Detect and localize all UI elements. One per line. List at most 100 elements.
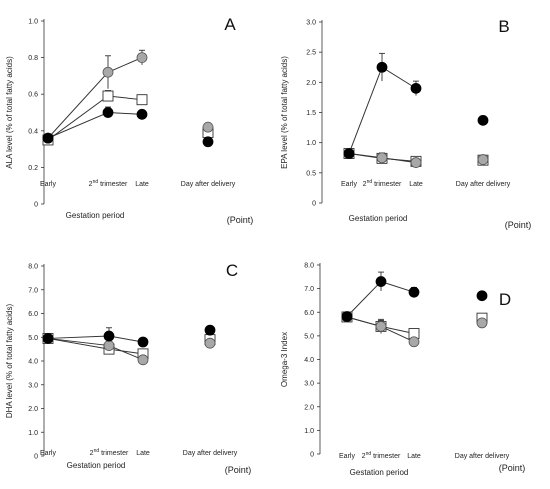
data-point-gray-circle [476, 317, 488, 329]
panel-letter: C [226, 261, 238, 280]
y-tick-label: 0.8 [28, 55, 38, 62]
y-tick-label: 3.0 [304, 381, 314, 388]
x-category-label: Late [135, 181, 149, 188]
x-category-label: Late [136, 450, 150, 457]
panel-c: 0 1.0 2.0 3.0 4.0 5.0 6.0 7.0 8.0 DHA level (% of… [5, 261, 251, 475]
data-point-gray-circle [410, 157, 422, 168]
data-point-white-square [102, 90, 114, 102]
data-point-gray-circle [408, 336, 420, 348]
y-tick-label: 1.0 [28, 19, 38, 26]
data-point-black-circle [408, 286, 420, 298]
x-category-label: 2nd trimester [90, 448, 129, 457]
x-category-label: Late [407, 453, 421, 460]
x-category-label: Day after delivery [181, 181, 236, 188]
x-unit-label: (Point) [225, 465, 252, 475]
data-point-black-circle [42, 333, 54, 344]
y-tick-label: 6.0 [304, 310, 314, 317]
x-category-label: Early [40, 450, 56, 457]
y-tick-label: 0.2 [28, 165, 38, 172]
data-point-gray-circle [137, 354, 149, 366]
x-category-label: Late [409, 181, 423, 188]
x-category-label: Day after delivery [456, 181, 511, 188]
data-point-black-circle [376, 61, 388, 73]
x-axis-label: Gestation period [350, 468, 409, 477]
data-point-gray-circle [376, 152, 388, 164]
series-line-gray-circle [47, 337, 144, 361]
series-line-black-circle [47, 111, 143, 139]
data-point-gray-circle [202, 121, 214, 133]
y-tick-label: 0 [312, 201, 316, 208]
series-line-black-circle [348, 66, 417, 154]
panel-d: 0 1.0 2.0 3.0 4.0 5.0 6.0 7.0 8.0 Omega-3 Index Ea… [280, 263, 525, 478]
y-tick-label: 2.0 [304, 404, 314, 411]
panel-b: 0 0.5 1.0 1.5 2.0 2.5 3.0 EPA level (% of total… [280, 17, 531, 230]
y-tick-label: 0.4 [28, 128, 38, 135]
y-tick-label: 0.6 [28, 92, 38, 99]
data-point-gray-circle [102, 66, 114, 78]
x-category-label: Early [341, 181, 357, 188]
data-point-black-circle [204, 324, 216, 336]
data-point-gray-circle [375, 321, 387, 332]
y-tick-label: 4.0 [28, 359, 38, 366]
data-point-black-circle [137, 336, 149, 348]
x-category-label: 2nd trimester [362, 451, 401, 460]
x-category-label: Early [40, 181, 56, 188]
y-tick-label: 2.0 [28, 406, 38, 413]
x-axis-label: Gestation period [349, 214, 408, 223]
x-category-label: 2nd trimester [363, 179, 402, 188]
data-point-black-circle [477, 114, 489, 126]
data-point-gray-circle [136, 52, 148, 63]
y-axis-label: EPA level (% of total fatty acids) [280, 56, 289, 169]
data-point-black-circle [343, 148, 355, 159]
y-tick-label: 0 [34, 454, 38, 461]
x-axis-label: Gestation period [67, 461, 126, 470]
data-point-black-circle [341, 311, 353, 322]
y-tick-label: 1.5 [306, 110, 316, 117]
series-line-white-square [47, 337, 144, 355]
x-axis-label: Gestation period [66, 211, 125, 220]
data-point-gray-circle [204, 337, 216, 349]
x-unit-label: (Point) [499, 463, 526, 473]
data-point-black-circle [476, 290, 488, 302]
y-tick-label: 1.0 [28, 430, 38, 437]
y-tick-label: 0 [310, 452, 314, 459]
y-tick-label: 1.0 [306, 140, 316, 147]
y-tick-label: 5.0 [304, 333, 314, 340]
y-tick-label: 0 [34, 202, 38, 209]
panel-a: 0 0.2 0.4 0.6 0.8 1.0 ALA level (% of total fa… [5, 15, 253, 225]
x-category-label: Day after delivery [455, 453, 510, 460]
x-category-label: Day after delivery [183, 450, 238, 457]
panel-letter: D [499, 290, 511, 309]
data-point-black-circle [136, 108, 148, 120]
y-tick-label: 6.0 [28, 311, 38, 318]
y-axis-label: Omega-3 Index [280, 332, 289, 387]
data-point-white-square [136, 94, 148, 106]
data-point-black-circle [42, 132, 54, 144]
panel-letter: B [498, 17, 509, 36]
x-unit-label: (Point) [505, 220, 532, 230]
y-tick-label: 0.5 [306, 170, 316, 177]
y-tick-label: 3.0 [306, 20, 316, 27]
y-tick-label: 8.0 [28, 264, 38, 271]
data-point-black-circle [375, 276, 387, 287]
y-tick-label: 3.0 [28, 382, 38, 389]
data-point-black-circle [103, 330, 115, 342]
y-tick-label: 7.0 [28, 287, 38, 294]
data-point-black-circle [102, 107, 114, 118]
panel-letter: A [224, 15, 236, 34]
data-point-black-circle [202, 136, 214, 148]
y-axis-label: ALA level (% of total fatty acids) [5, 56, 14, 169]
y-tick-label: 4.0 [304, 357, 314, 364]
y-tick-label: 2.0 [306, 80, 316, 87]
y-tick-label: 1.0 [304, 428, 314, 435]
x-unit-label: (Point) [227, 215, 254, 225]
x-category-label: Early [339, 453, 355, 460]
y-tick-label: 8.0 [304, 263, 314, 270]
data-point-gray-circle [103, 340, 115, 351]
data-point-black-circle [410, 82, 422, 94]
y-tick-label: 5.0 [28, 335, 38, 342]
x-category-label: 2nd trimester [89, 179, 128, 188]
y-tick-label: 2.5 [306, 50, 316, 57]
y-tick-label: 7.0 [304, 286, 314, 293]
